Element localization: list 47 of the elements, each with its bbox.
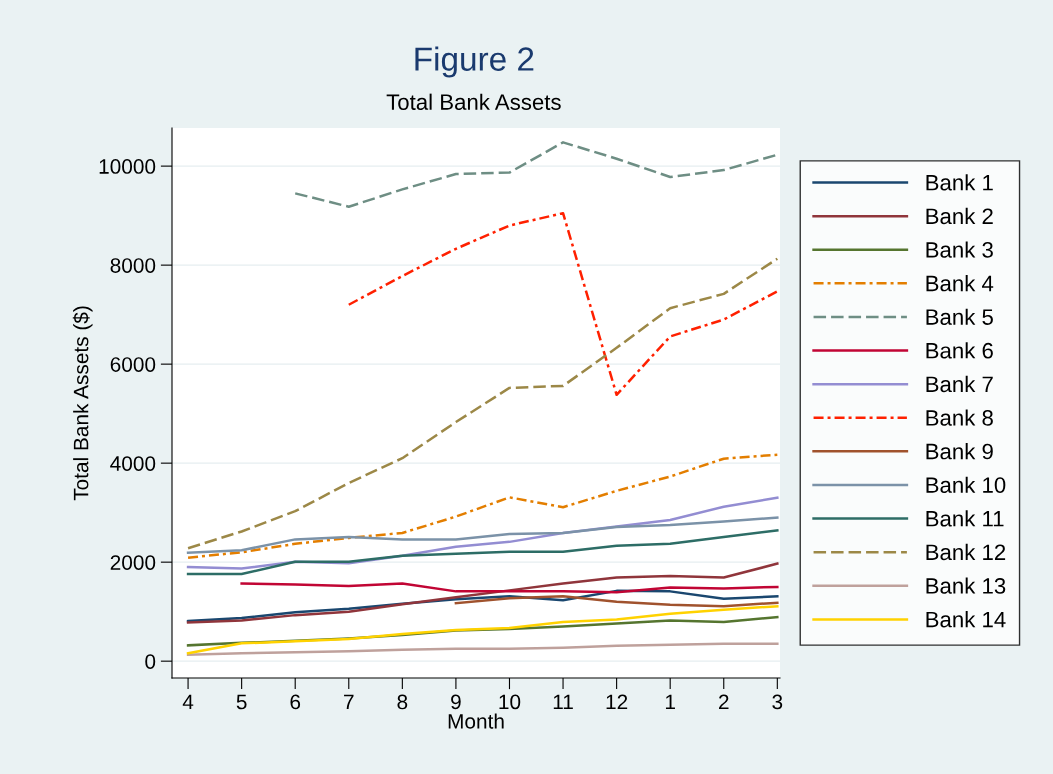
line-series bbox=[186, 604, 779, 655]
y-axis-title: Total Bank Assets ($) bbox=[72, 306, 93, 501]
x-tick-label: 2 bbox=[719, 694, 729, 710]
x-tick-label: 4 bbox=[182, 694, 194, 710]
y-tick-label: 6000 bbox=[110, 357, 156, 372]
x-tick-label: 12 bbox=[606, 694, 628, 710]
y-tick-label: 10000 bbox=[99, 159, 156, 174]
legend-label: Bank 8 bbox=[926, 409, 993, 426]
legend-label: Bank 6 bbox=[926, 342, 993, 359]
x-tick-label: 9 bbox=[451, 694, 461, 710]
line-series bbox=[186, 516, 779, 554]
legend-label: Bank 7 bbox=[926, 375, 993, 393]
legend-label: Bank 5 bbox=[926, 308, 993, 325]
line-series bbox=[186, 453, 779, 559]
line-series bbox=[454, 595, 779, 608]
chart-subtitle: Total Bank Assets bbox=[386, 93, 561, 110]
legend-label: Bank 1 bbox=[926, 174, 993, 191]
line-series bbox=[186, 257, 779, 550]
x-tick-label: 8 bbox=[397, 694, 408, 710]
line-series bbox=[186, 529, 779, 576]
y-tick-label: 0 bbox=[145, 654, 156, 669]
legend-label: Bank 10 bbox=[926, 476, 1006, 493]
legend-label: Bank 12 bbox=[926, 543, 1006, 561]
line-series bbox=[186, 642, 779, 656]
line-series bbox=[347, 211, 779, 397]
line-series bbox=[186, 562, 779, 624]
legend-label: Bank 14 bbox=[926, 611, 1006, 628]
y-tick-label: 4000 bbox=[110, 456, 156, 471]
legend-label: Bank 11 bbox=[926, 510, 1004, 527]
x-axis-title: Month bbox=[448, 713, 504, 729]
x-tick-label: 7 bbox=[344, 694, 354, 710]
legend-label: Bank 4 bbox=[926, 275, 994, 292]
legend-label: Bank 2 bbox=[926, 207, 993, 225]
x-tick-label: 10 bbox=[499, 694, 521, 710]
x-tick-label: 3 bbox=[772, 694, 783, 710]
legend-label: Bank 13 bbox=[926, 577, 1006, 594]
line-series bbox=[293, 141, 779, 208]
y-tick-label: 2000 bbox=[110, 555, 156, 570]
y-tick-label: 8000 bbox=[110, 258, 156, 273]
x-tick-label: 5 bbox=[236, 694, 247, 710]
x-tick-label: 11 bbox=[553, 694, 573, 710]
legend-label: Bank 9 bbox=[926, 443, 993, 460]
line-series bbox=[240, 582, 779, 594]
chart-title: Figure 2 bbox=[415, 46, 534, 78]
x-tick-label: 1 bbox=[665, 694, 675, 710]
legend-label: Bank 3 bbox=[926, 241, 993, 258]
x-tick-label: 6 bbox=[290, 694, 301, 710]
